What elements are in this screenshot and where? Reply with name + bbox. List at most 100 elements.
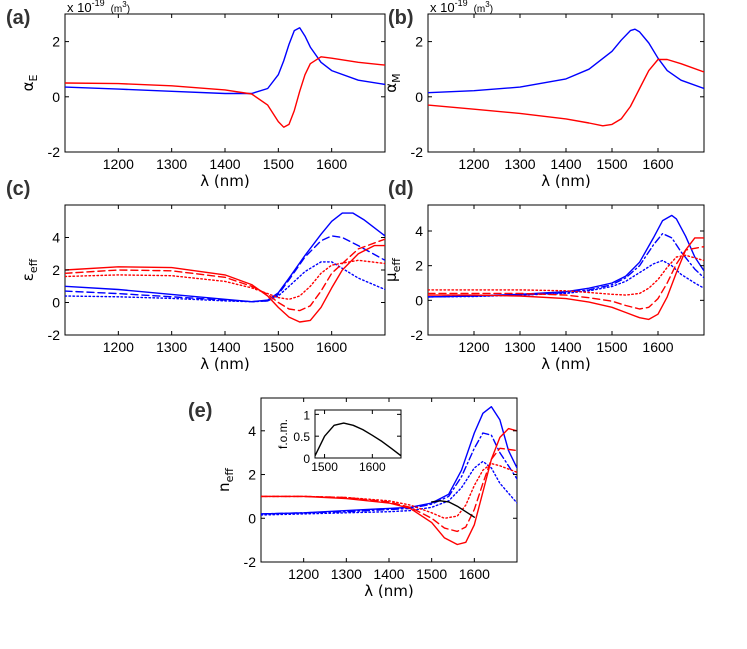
series-line-0 bbox=[261, 406, 517, 515]
series-line-1 bbox=[261, 432, 517, 515]
y-axis-subscript: eff bbox=[390, 258, 403, 273]
y-axis-subscript: M bbox=[390, 73, 403, 83]
scale-unit-exponent: 3 bbox=[122, 0, 127, 9]
series-line-2 bbox=[65, 261, 385, 303]
y-tick-label: 0 bbox=[415, 292, 423, 308]
inset-y-axis-label: f.o.m. bbox=[276, 419, 290, 449]
scale-unit-close: ) bbox=[127, 4, 130, 15]
axis-scale-annotation: x 10-19 (m3) bbox=[67, 0, 130, 15]
series-line-6 bbox=[431, 500, 475, 518]
x-tick-label: 1500 bbox=[596, 156, 627, 172]
x-tick-label: 1500 bbox=[263, 339, 294, 355]
panel-label-e: (e) bbox=[188, 400, 212, 422]
panel-label-c: (c) bbox=[6, 178, 30, 200]
inset-y-tick-label: 0.5 bbox=[293, 430, 310, 444]
y-tick-label: 0 bbox=[52, 295, 60, 311]
y-axis-label: neff bbox=[215, 468, 236, 492]
inset-background bbox=[315, 410, 401, 458]
series-line-3 bbox=[65, 244, 385, 323]
x-tick-label: 1600 bbox=[642, 339, 673, 355]
x-tick-label: 1600 bbox=[459, 566, 490, 582]
x-tick-label: 1400 bbox=[550, 339, 581, 355]
series-line-5 bbox=[428, 254, 704, 296]
x-tick-label: 1600 bbox=[642, 156, 673, 172]
x-tick-label: 1400 bbox=[373, 566, 404, 582]
series-line-1 bbox=[428, 232, 704, 298]
x-axis-label: λ (nm) bbox=[541, 355, 590, 373]
y-axis-label: αM bbox=[382, 73, 403, 92]
inset-x-tick-label: 1500 bbox=[311, 460, 338, 474]
scale-exponent: -19 bbox=[455, 0, 468, 8]
x-tick-label: 1400 bbox=[550, 156, 581, 172]
y-axis-label: μeff bbox=[382, 258, 403, 282]
inset-plot-frame bbox=[314, 409, 402, 459]
y-tick-label: 2 bbox=[415, 34, 423, 50]
y-tick-label: -2 bbox=[48, 144, 61, 160]
x-tick-label: 1200 bbox=[103, 156, 134, 172]
x-tick-label: 1600 bbox=[316, 156, 347, 172]
x-axis-label: λ (nm) bbox=[200, 355, 249, 373]
x-tick-label: 1300 bbox=[504, 156, 535, 172]
x-tick-label: 1200 bbox=[458, 339, 489, 355]
panel-e: (e) 1200 1300 1400 1500 1600 -2 0 2 4 λ (nm) neff 1… bbox=[188, 397, 518, 600]
y-tick-label: 2 bbox=[52, 262, 60, 278]
series-line-2 bbox=[428, 259, 704, 298]
scale-base: x 10 bbox=[67, 0, 92, 15]
scale-base: x 10 bbox=[430, 0, 455, 15]
inset-y-tick-label: 0 bbox=[303, 452, 310, 466]
panel-label-a: (a) bbox=[6, 7, 30, 29]
y-tick-label: 2 bbox=[415, 258, 423, 274]
x-axis-label: λ (nm) bbox=[364, 582, 413, 600]
panel-c: (c) 1200 1300 1400 1500 1600 -2 0 2 4 λ (nm) εeff bbox=[6, 178, 386, 373]
y-axis-subscript: eff bbox=[27, 258, 40, 273]
plot-frame bbox=[427, 13, 705, 153]
y-tick-label: 4 bbox=[52, 230, 60, 246]
x-tick-label: 1500 bbox=[416, 566, 447, 582]
x-axis-label: λ (nm) bbox=[541, 172, 590, 190]
scale-unit: (m bbox=[111, 4, 123, 15]
panel-label-b: (b) bbox=[388, 7, 414, 29]
scale-unit-close: ) bbox=[490, 4, 493, 15]
y-tick-label: 0 bbox=[52, 89, 60, 105]
x-tick-label: 1300 bbox=[156, 156, 187, 172]
y-axis-subscript: eff bbox=[223, 468, 236, 483]
series-line-5 bbox=[261, 462, 517, 519]
panel-label-d: (d) bbox=[388, 178, 414, 200]
y-axis-symbol: α bbox=[382, 83, 400, 93]
series-line-0 bbox=[65, 212, 385, 303]
series-line-0 bbox=[65, 27, 385, 95]
y-axis-label: αE bbox=[19, 75, 40, 92]
y-tick-label: 2 bbox=[248, 467, 256, 483]
x-tick-label: 1200 bbox=[458, 156, 489, 172]
series-line-4 bbox=[261, 447, 517, 533]
y-tick-label: 2 bbox=[52, 34, 60, 50]
series-line-5 bbox=[65, 259, 385, 300]
y-tick-label: 4 bbox=[415, 223, 423, 239]
series-line-0 bbox=[428, 28, 704, 94]
x-tick-label: 1200 bbox=[288, 566, 319, 582]
inset-y-tick-label: 1 bbox=[303, 408, 310, 422]
x-tick-label: 1200 bbox=[103, 339, 134, 355]
scale-unit-exponent: 3 bbox=[485, 0, 490, 9]
plot-frame bbox=[427, 204, 705, 336]
axis-scale-annotation: x 10-19 (m3) bbox=[430, 0, 493, 15]
x-tick-label: 1400 bbox=[209, 156, 240, 172]
inset-series-line-0 bbox=[315, 422, 401, 457]
x-tick-label: 1500 bbox=[596, 339, 627, 355]
y-axis-symbol: ε bbox=[19, 273, 37, 281]
x-tick-label: 1600 bbox=[316, 339, 347, 355]
series-line-1 bbox=[65, 56, 385, 128]
inset-x-tick-label: 1600 bbox=[359, 460, 386, 474]
y-tick-label: -2 bbox=[411, 327, 424, 343]
x-tick-label: 1300 bbox=[156, 339, 187, 355]
series-line-2 bbox=[261, 460, 517, 516]
series-line-4 bbox=[428, 245, 704, 310]
x-tick-label: 1500 bbox=[263, 156, 294, 172]
scale-unit: (m bbox=[474, 4, 486, 15]
y-axis-subscript: E bbox=[27, 75, 40, 82]
y-tick-label: -2 bbox=[411, 144, 424, 160]
y-tick-label: 0 bbox=[248, 510, 256, 526]
